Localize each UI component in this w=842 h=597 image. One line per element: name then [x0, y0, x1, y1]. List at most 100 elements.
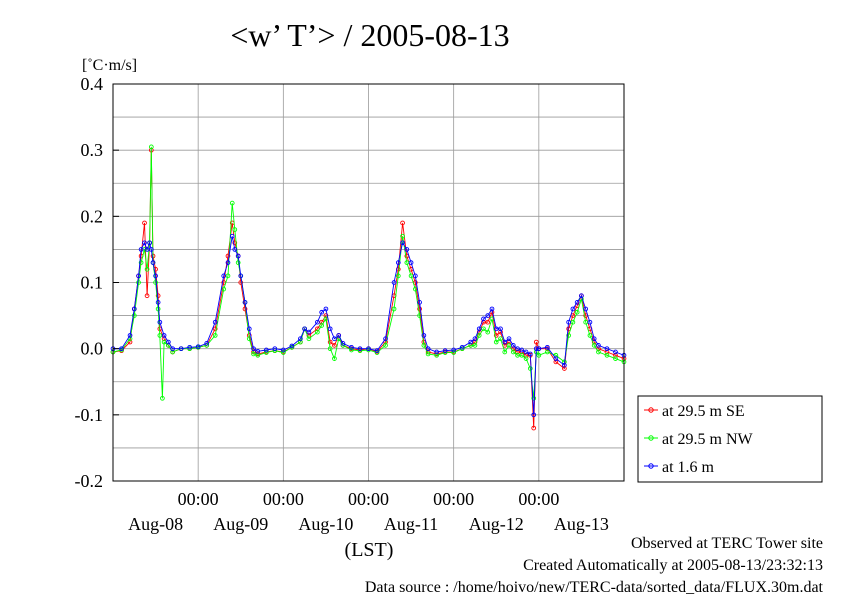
data-point: [242, 306, 248, 312]
data-point: [442, 348, 448, 354]
data-point: [515, 349, 520, 355]
data-point: [481, 319, 486, 325]
data-point: [166, 339, 171, 345]
x-date-label: Aug-08: [128, 514, 183, 534]
data-point: [229, 233, 235, 239]
data-point: [319, 309, 325, 315]
data-point: [604, 346, 610, 352]
legend-swatch-marker: [648, 435, 654, 441]
data-point: [263, 350, 269, 355]
data-point: [481, 316, 486, 322]
x-date-label: Aug-09: [213, 514, 268, 534]
data-point: [523, 356, 529, 361]
y-axis-label: [˚C·m/s]: [82, 57, 137, 74]
data-point: [400, 240, 405, 246]
data-point: [155, 300, 161, 305]
data-point: [298, 339, 303, 345]
data-point: [531, 395, 537, 401]
data-point: [400, 220, 405, 226]
data-point: [155, 293, 161, 299]
data-point: [527, 351, 533, 357]
data-point: [417, 300, 422, 305]
data-point: [583, 319, 589, 325]
data-point: [519, 352, 525, 358]
y-tick-label: 0.3: [81, 140, 104, 160]
data-point: [510, 349, 516, 355]
data-point: [204, 341, 210, 346]
series-line-3: [113, 236, 625, 415]
data-point: [544, 344, 550, 350]
data-point: [131, 306, 137, 312]
data-point: [298, 336, 303, 342]
legend-label: at 29.5 m NW: [662, 431, 754, 448]
data-point: [238, 280, 244, 285]
y-tick-label: -0.1: [75, 405, 104, 425]
data-point: [144, 247, 150, 252]
data-point: [515, 346, 520, 352]
data-point: [566, 333, 571, 338]
data-point: [119, 346, 124, 352]
data-point: [472, 343, 478, 348]
data-point: [510, 343, 516, 348]
data-point: [421, 333, 427, 338]
data-point: [498, 336, 503, 342]
data-point: [127, 333, 133, 338]
data-point: [562, 362, 567, 368]
x-date-label: Aug-12: [469, 514, 524, 534]
x-axis-label: (LST): [345, 539, 394, 561]
data-point: [289, 343, 295, 349]
data-point: [160, 395, 165, 401]
data-point: [383, 343, 388, 348]
data-point: [425, 351, 431, 357]
data-point: [144, 266, 150, 272]
data-point: [161, 333, 167, 338]
data-point: [506, 343, 512, 348]
data-point: [221, 286, 227, 292]
grid: [113, 84, 624, 481]
data-point: [251, 346, 256, 352]
data-point: [493, 326, 499, 332]
data-point: [150, 260, 156, 265]
data-point: [221, 273, 227, 279]
data-point: [272, 346, 278, 352]
data-point: [421, 343, 427, 348]
data-point: [613, 352, 618, 358]
x-time-label: 00:00: [263, 489, 304, 509]
data-point: [144, 293, 150, 299]
data-point: [451, 350, 457, 355]
data-point: [332, 343, 337, 348]
data-point: [349, 344, 354, 350]
data-point: [232, 247, 238, 252]
data-point: [391, 280, 397, 285]
data-point: [533, 346, 539, 352]
footer-observed-at: Observed at TERC Tower site: [630, 535, 823, 552]
data-point: [195, 344, 201, 350]
data-point: [229, 200, 235, 206]
data-point: [232, 240, 238, 246]
data-point: [531, 412, 537, 418]
data-point: [591, 343, 597, 348]
data-point: [502, 339, 508, 345]
x-time-label: 00:00: [433, 489, 474, 509]
x-date-label: Aug-10: [298, 514, 353, 534]
data-point: [536, 346, 542, 352]
data-point: [553, 359, 559, 365]
data-point: [212, 319, 218, 325]
data-point: [336, 333, 342, 338]
data-point: [323, 313, 329, 318]
data-point: [127, 339, 133, 345]
data-point: [596, 349, 601, 355]
data-point: [212, 326, 218, 332]
data-point: [170, 346, 175, 352]
data-point: [604, 352, 610, 358]
plot-series: [110, 144, 627, 431]
footer-created-at: Created Automatically at 2005-08-13/23:3…: [523, 557, 823, 574]
x-time-label: 00:00: [178, 489, 219, 509]
data-point: [472, 336, 478, 342]
legend-swatch-marker: [648, 463, 654, 469]
data-point: [417, 306, 422, 312]
legend-box: [637, 395, 823, 483]
data-point: [142, 240, 147, 246]
data-point: [238, 273, 244, 279]
